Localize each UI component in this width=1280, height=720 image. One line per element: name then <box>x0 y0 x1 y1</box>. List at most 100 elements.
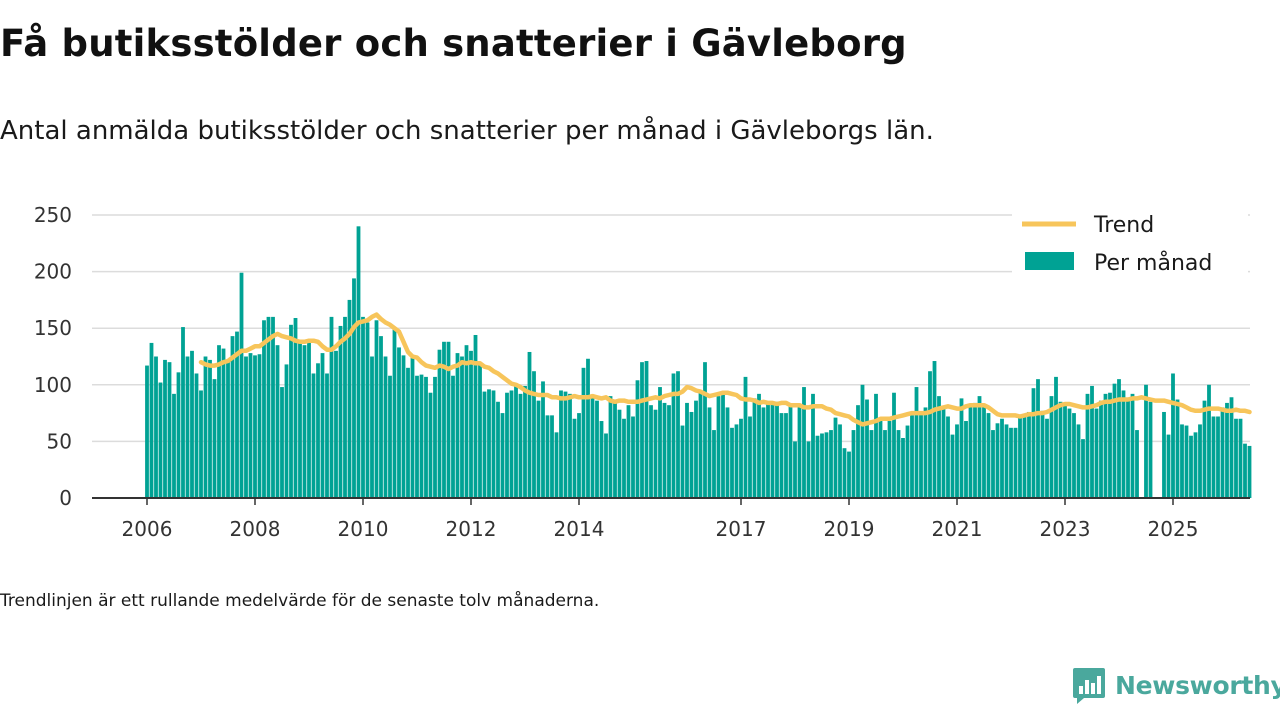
bar <box>811 393 815 498</box>
bar <box>379 336 383 498</box>
bar <box>221 348 226 498</box>
bar <box>959 398 964 498</box>
bar <box>752 398 757 498</box>
bar <box>1166 434 1171 498</box>
bar <box>581 367 586 498</box>
bar <box>1045 418 1049 498</box>
bar <box>770 401 775 498</box>
newsworthy-logo-icon <box>1073 668 1105 704</box>
x-tick-label: 2023 <box>1040 517 1091 541</box>
bar <box>1193 432 1198 498</box>
bar <box>199 390 203 498</box>
bar <box>635 380 640 498</box>
bar <box>446 341 451 498</box>
bar <box>293 318 298 498</box>
bar <box>190 350 194 498</box>
bar <box>946 416 950 498</box>
bar <box>977 396 982 498</box>
bar <box>527 351 532 498</box>
bar <box>649 405 653 498</box>
bar <box>793 441 797 498</box>
bar <box>347 299 352 498</box>
bar <box>176 372 181 498</box>
bar <box>779 413 784 498</box>
bar <box>1000 418 1004 498</box>
bar <box>397 347 401 498</box>
bar <box>613 402 617 498</box>
bar <box>1234 418 1238 498</box>
bar <box>928 371 932 498</box>
chart-title: Få butiksstölder och snatterier i Gävleb… <box>0 22 907 65</box>
bar <box>604 433 608 498</box>
bar <box>1180 424 1184 498</box>
bar <box>545 415 550 498</box>
bar <box>874 393 878 498</box>
x-tick-label: 2021 <box>932 517 983 541</box>
bar <box>370 356 374 498</box>
bar <box>725 407 730 498</box>
bar <box>523 385 527 498</box>
bar <box>1243 443 1247 498</box>
bar <box>761 407 766 498</box>
bar <box>1198 424 1202 498</box>
bar <box>757 393 761 498</box>
bar <box>685 402 689 498</box>
bar <box>658 387 662 498</box>
bar <box>617 409 622 498</box>
x-tick-label: 2014 <box>554 517 605 541</box>
bar <box>982 407 986 498</box>
y-tick-label: 200 <box>34 260 72 284</box>
bar <box>383 356 388 498</box>
bar <box>212 379 217 498</box>
bar <box>788 405 793 498</box>
bar <box>1103 393 1108 498</box>
bar <box>437 349 442 498</box>
bar <box>1162 411 1166 498</box>
bar <box>869 430 874 498</box>
bar <box>1130 393 1135 498</box>
bar <box>716 396 721 498</box>
brand-logo[interactable]: Newsworthy <box>1072 664 1280 706</box>
y-tick-label: 150 <box>34 316 72 340</box>
x-tick-label: 2008 <box>230 517 281 541</box>
legend-bar-swatch <box>1025 252 1074 270</box>
bar <box>1202 400 1207 498</box>
bar <box>1207 384 1211 498</box>
bar <box>802 387 806 498</box>
bar <box>973 402 977 498</box>
bar <box>415 375 419 498</box>
bar <box>923 407 928 498</box>
bar <box>1184 425 1189 498</box>
bar <box>856 405 860 498</box>
bar <box>721 393 725 498</box>
legend-trend-label: Trend <box>1093 213 1154 238</box>
bar <box>194 373 199 498</box>
bar <box>514 383 518 498</box>
bar <box>559 390 563 498</box>
bar <box>145 365 149 498</box>
y-tick-label: 100 <box>34 373 72 397</box>
bar <box>730 427 734 498</box>
bar <box>968 407 973 498</box>
y-tick-label: 0 <box>59 486 72 510</box>
bar <box>1211 416 1216 498</box>
bar <box>995 423 1000 498</box>
y-tick-label: 50 <box>47 429 72 453</box>
bar <box>487 389 491 498</box>
bar <box>568 393 572 498</box>
bar <box>901 438 905 498</box>
bar <box>392 328 397 498</box>
bar <box>1076 424 1081 498</box>
bar <box>680 425 685 498</box>
bar <box>878 418 883 498</box>
trend-line <box>198 312 1252 427</box>
bar <box>329 316 334 498</box>
bar <box>1117 379 1121 498</box>
bar <box>248 353 253 498</box>
bar <box>1189 435 1193 498</box>
bar <box>203 356 208 498</box>
bar <box>509 390 514 498</box>
bar <box>797 407 802 498</box>
bar <box>1058 401 1063 498</box>
bar <box>1135 430 1139 498</box>
